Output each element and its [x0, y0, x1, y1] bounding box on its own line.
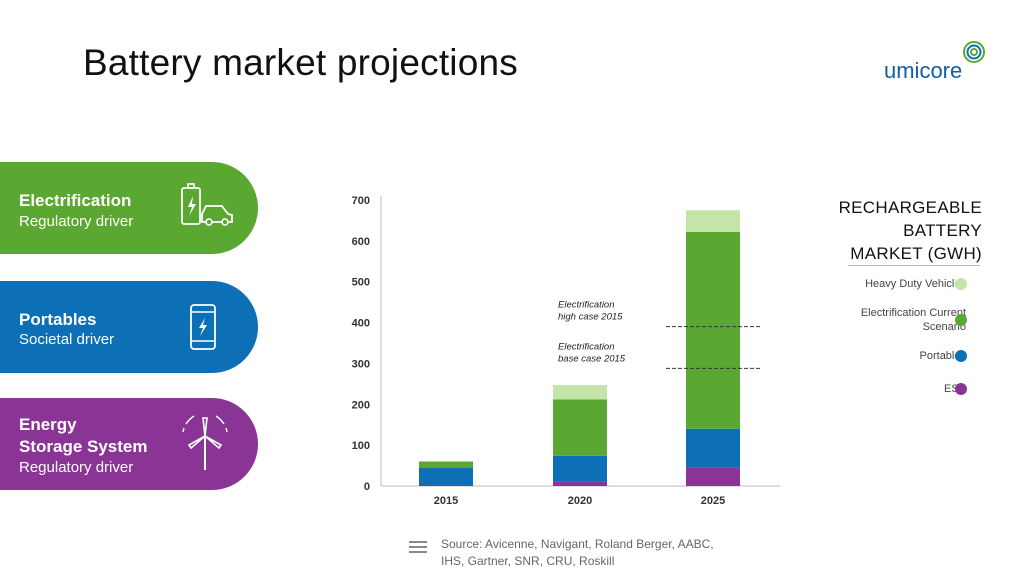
driver-title: Electrification: [19, 191, 132, 210]
wind-turbine-icon: [182, 415, 228, 470]
legend-title-line: BATTERY: [903, 221, 982, 240]
legend-title: RECHARGEABLE BATTERY MARKET (GWH): [839, 196, 982, 265]
annotation-label: base case 2015: [558, 353, 626, 364]
y-tick-label: 600: [352, 236, 370, 248]
driver-title: Energy: [19, 415, 77, 434]
bar-segment: [553, 399, 607, 456]
annotation-label: Electrification: [558, 341, 615, 352]
legend-dot: [955, 314, 967, 326]
legend-item-heavy-duty: Heavy Duty Vehicles: [865, 277, 966, 291]
x-tick-label: 2020: [568, 495, 592, 507]
bar-segment: [686, 231, 740, 429]
legend-label: Portables: [919, 350, 966, 362]
legend-label: Electrification Current: [860, 307, 966, 319]
smartphone-icon: [190, 304, 216, 350]
legend-divider: [848, 265, 980, 266]
driver-energy-storage: Energy Storage System Regulatory driver: [0, 398, 258, 490]
bar-segment: [553, 481, 607, 486]
legend-dot: [955, 278, 967, 290]
bar-segment: [553, 385, 607, 400]
driver-subtitle: Regulatory driver: [19, 213, 134, 230]
legend-label-line2: Scenario: [922, 321, 966, 333]
y-tick-label: 0: [364, 481, 370, 493]
annotation-label: high case 2015: [558, 312, 623, 323]
bar-segment: [419, 461, 473, 469]
legend-item-electrification: Electrification Current Scenario: [861, 306, 966, 334]
bar-segment: [686, 428, 740, 468]
y-tick-label: 700: [352, 195, 370, 207]
logo-swirl-icon: [963, 41, 985, 63]
y-tick-label: 400: [352, 318, 370, 330]
legend-dot: [955, 383, 967, 395]
menu-lines-icon: [409, 541, 427, 556]
driver-portables: Portables Societal driver: [0, 281, 258, 373]
legend-title-line: MARKET (GWH): [850, 244, 982, 263]
driver-electrification: Electrification Regulatory driver: [0, 162, 258, 254]
annotation-label: Electrification: [558, 300, 615, 311]
legend-dot: [955, 350, 967, 362]
bar-segment: [686, 210, 740, 232]
umicore-logo: umicore: [884, 40, 985, 88]
driver-title: Portables: [19, 310, 97, 329]
bar-segment: [553, 455, 607, 482]
page-title: Battery market projections: [83, 42, 518, 83]
y-tick-label: 300: [352, 358, 370, 370]
bar-segment: [419, 468, 473, 486]
y-tick-label: 100: [352, 440, 370, 452]
y-tick-label: 500: [352, 277, 370, 289]
battery-car-icon: [181, 183, 233, 226]
driver-subtitle: Societal driver: [19, 331, 115, 348]
bar-segment: [686, 467, 740, 486]
source-line: Source: Avicenne, Navigant, Roland Berge…: [441, 537, 714, 551]
driver-title-line2: Storage System: [19, 437, 148, 456]
x-tick-label: 2025: [701, 495, 725, 507]
source-line: IHS, Gartner, SNR, CRU, Roskill: [441, 554, 615, 568]
logo-text: umicore: [884, 58, 963, 83]
driver-subtitle: Regulatory driver: [19, 459, 134, 476]
legend-title-line: RECHARGEABLE: [838, 198, 982, 217]
source-note: Source: Avicenne, Navigant, Roland Berge…: [441, 536, 714, 570]
legend-item-portables: Portables: [920, 349, 966, 363]
legend-label: Heavy Duty Vehicles: [865, 278, 966, 290]
y-tick-label: 200: [352, 399, 370, 411]
x-tick-label: 2015: [434, 495, 458, 507]
